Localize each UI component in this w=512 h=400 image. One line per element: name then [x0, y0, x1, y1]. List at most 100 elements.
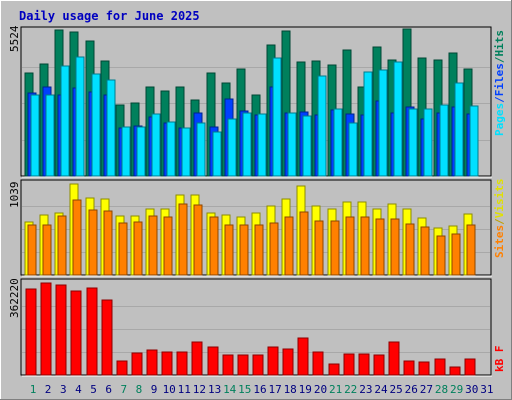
bar-kb-f-day-19 [297, 337, 309, 376]
day-label-24: 24 [374, 383, 388, 396]
bar-sites-day-25 [390, 218, 400, 276]
day-label-19: 19 [299, 383, 312, 396]
legend-kb: kB [493, 358, 506, 372]
day-label-16: 16 [253, 383, 266, 396]
bar-sites-day-18 [284, 216, 294, 276]
bar-sites-day-12 [193, 204, 203, 276]
max-label-hits: 5524 [8, 25, 21, 52]
bar-pages-day-11 [181, 127, 191, 177]
bar-kb-f-day-1 [25, 288, 37, 376]
bar-pages-day-2 [45, 94, 55, 177]
bar-kb-f-day-16 [252, 354, 264, 376]
bar-kb-f-day-27 [418, 361, 430, 376]
day-label-21: 21 [329, 383, 342, 396]
legend-visits: Visits [493, 179, 506, 219]
bar-kb-f-day-6 [101, 299, 113, 376]
bar-sites-day-2 [42, 224, 52, 276]
bar-sites-day-3 [57, 215, 67, 276]
bar-pages-day-7 [121, 126, 131, 177]
bar-kb-f-day-11 [176, 351, 188, 376]
max-label-kbytes: 362220 [8, 278, 21, 318]
day-label-23: 23 [359, 383, 372, 396]
day-label-30: 30 [465, 383, 478, 396]
bar-sites-day-22 [345, 216, 355, 276]
legend-hits-files-pages: Pages/Files/Hits [493, 30, 506, 136]
bar-kb-f-day-28 [434, 358, 446, 376]
day-label-10: 10 [163, 383, 176, 396]
bar-kb-f-day-5 [86, 287, 98, 376]
bar-sites-day-17 [269, 222, 279, 276]
day-label-25: 25 [389, 383, 402, 396]
bar-pages-day-6 [106, 79, 116, 177]
bar-kb-f-day-15 [237, 354, 249, 376]
bar-sites-day-16 [254, 224, 264, 276]
bar-kb-f-day-30 [464, 358, 476, 376]
day-label-27: 27 [420, 383, 433, 396]
day-label-2: 2 [45, 383, 52, 396]
bar-pages-day-26 [408, 108, 418, 177]
day-label-12: 12 [193, 383, 206, 396]
bar-sites-day-14 [224, 224, 234, 276]
bar-sites-day-20 [314, 220, 324, 276]
bar-kb-f-day-24 [373, 354, 385, 376]
legend-f: F [493, 346, 506, 353]
bar-kb-f-day-8 [131, 352, 143, 376]
day-label-15: 15 [238, 383, 251, 396]
bar-pages-day-30 [469, 105, 479, 177]
bar-kb-f-day-10 [161, 351, 173, 376]
legend-pages: Pages [493, 103, 506, 136]
bar-pages-day-28 [439, 104, 449, 177]
bar-sites-day-23 [360, 216, 370, 276]
day-label-5: 5 [90, 383, 97, 396]
legend-visits-sites: Sites/Visits [493, 179, 506, 259]
bar-sites-day-11 [178, 203, 188, 276]
day-label-28: 28 [435, 383, 448, 396]
bar-sites-day-4 [72, 199, 82, 276]
legend-kbytes: kB F [493, 346, 506, 373]
bar-kb-f-day-13 [207, 346, 219, 376]
bar-pages-day-27 [423, 108, 433, 177]
bar-pages-day-3 [60, 65, 70, 177]
bar-sites-day-27 [420, 226, 430, 276]
bar-sites-day-13 [209, 216, 219, 276]
day-label-18: 18 [284, 383, 297, 396]
max-label-visits: 1039 [8, 182, 21, 209]
panel-hits-files-pages: 5524 Pages/Files/Hits [8, 25, 506, 178]
bar-sites-day-8 [133, 221, 143, 276]
bar-kb-f-day-2 [40, 282, 52, 376]
bar-kb-f-day-26 [403, 360, 415, 376]
bar-kb-f-day-22 [343, 353, 355, 376]
bar-kb-f-day-20 [312, 351, 324, 376]
day-label-26: 26 [405, 383, 418, 396]
day-labels: 1 2 3 4 5 6 7 8 9 10 11 12 13 14 15 16 17 18 19 20 21 22 23 24 2… [30, 383, 494, 396]
bars-kbytes [25, 282, 476, 376]
bar-pages-day-17 [272, 57, 282, 177]
bar-pages-day-8 [136, 126, 146, 177]
bar-kb-f-day-18 [282, 348, 294, 376]
bar-sites-day-6 [103, 210, 113, 276]
day-label-14: 14 [223, 383, 237, 396]
day-label-31: 31 [480, 383, 493, 396]
bar-sites-day-21 [330, 220, 340, 276]
day-label-1: 1 [30, 383, 37, 396]
bar-kb-f-day-17 [267, 346, 279, 376]
bar-sites-day-30 [466, 224, 476, 276]
bar-pages-day-23 [363, 71, 373, 177]
legend-sep-2: / [493, 56, 506, 63]
day-label-29: 29 [450, 383, 463, 396]
chart-title: Daily usage for June 2025 [19, 9, 200, 23]
legend-sites: Sites [493, 225, 506, 258]
day-label-17: 17 [268, 383, 281, 396]
bar-pages-day-18 [287, 112, 297, 177]
day-label-13: 13 [208, 383, 221, 396]
day-label-7: 7 [120, 383, 127, 396]
bar-sites-day-19 [299, 211, 309, 276]
day-label-22: 22 [344, 383, 357, 396]
bar-sites-day-15 [239, 224, 249, 276]
bar-sites-day-28 [436, 235, 446, 276]
bar-sites-day-5 [88, 209, 98, 276]
bar-sites-day-26 [405, 223, 415, 276]
bar-pages-day-4 [75, 56, 85, 177]
bar-sites-day-7 [118, 222, 128, 276]
